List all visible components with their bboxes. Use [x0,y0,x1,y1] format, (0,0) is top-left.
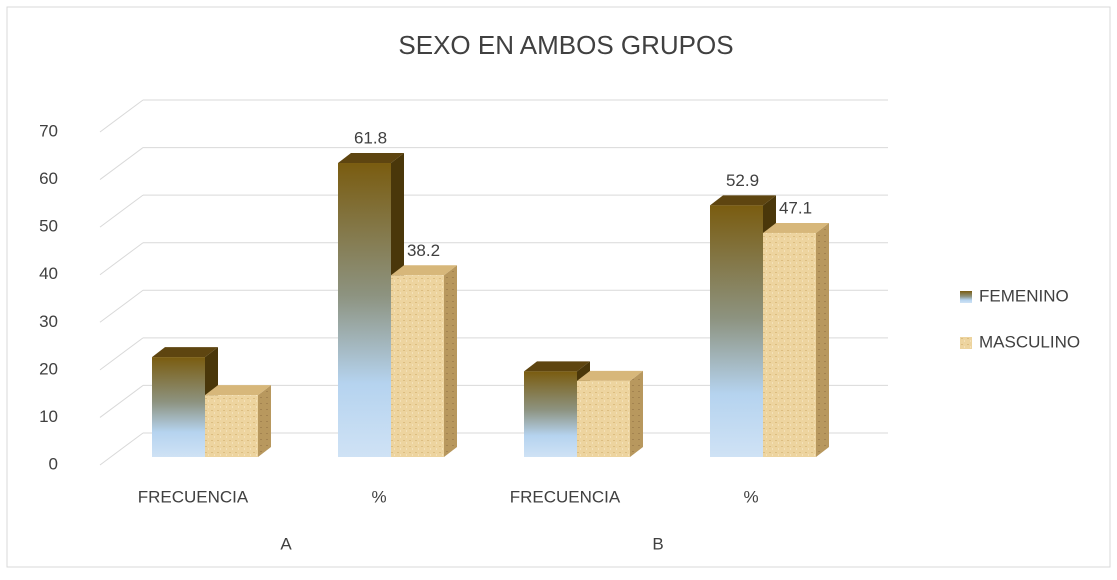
bar-side [444,265,457,457]
data-label: 52.9 [726,171,759,190]
y-tick-label: 70 [39,121,58,140]
grid-line [99,432,144,466]
legend-label: MASCULINO [979,332,1080,351]
x-tick-label: FRECUENCIA [510,487,621,506]
data-label: 61.8 [354,128,387,147]
y-tick-label: 20 [39,359,58,378]
bar [763,232,816,457]
bar-top [524,361,590,372]
y-tick-label: 0 [49,454,58,473]
data-label: 38.2 [407,241,440,260]
y-tick-label: 50 [39,217,58,236]
grid-line [99,337,144,371]
bar-top [338,153,404,164]
bar-top [391,265,457,276]
chart-border [6,6,1111,568]
grid-line [99,99,144,133]
bar-top [152,347,218,358]
x-tick-label: FRECUENCIA [138,487,249,506]
bar [205,395,258,457]
bar-top [710,195,776,206]
y-tick-label: 10 [39,407,58,426]
bar [391,275,444,457]
bar [710,205,763,457]
grid-line [99,194,144,228]
grid-line [99,385,144,418]
bar [152,357,205,457]
bar-side [816,222,829,457]
group-label: B [652,534,663,553]
bar-side [258,385,271,457]
bar-top [205,385,271,396]
chart-title: SEXO EN AMBOS GRUPOS [398,30,733,60]
bar [524,371,577,457]
data-label: 47.1 [779,198,812,217]
legend-swatch [960,337,972,349]
legend-label: FEMENINO [979,286,1069,305]
bar-top [763,222,829,233]
y-tick-label: 40 [39,264,58,283]
bar [577,380,630,457]
group-label: A [280,534,292,553]
grid-line [99,242,144,276]
legend-swatch [960,291,972,303]
bar-top [577,370,643,381]
y-tick-label: 30 [39,312,58,331]
y-tick-label: 60 [39,169,58,188]
bar-side [630,370,643,457]
grid-line [99,289,144,323]
x-tick-label: % [743,487,758,506]
bar [338,163,391,457]
grid-line [99,147,144,180]
x-tick-label: % [371,487,386,506]
